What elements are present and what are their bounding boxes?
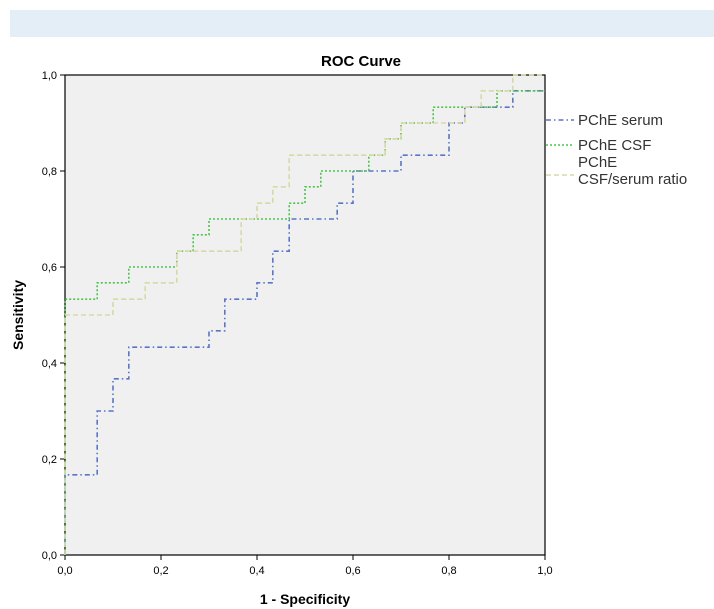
series-line-3 [64,74,545,555]
x-tick-label: 1,0 [537,565,552,577]
y-tick-label: 0,6 [42,262,57,274]
series-line-1 [64,90,545,555]
x-tick-label: 0,8 [441,565,456,577]
series-group [64,74,545,555]
legend-label: PChE serum [578,112,663,129]
legend-label: CSF/serum ratio [578,171,687,188]
y-axis: 0,0 0,2 0,4 0,6 0,8 1,0 [42,70,65,562]
x-tick-label: 0,2 [153,565,168,577]
plot-area [64,74,546,556]
header-band [10,10,714,37]
x-axis-label: 1 - Specificity [260,591,350,607]
y-tick-label: 1,0 [42,70,57,82]
y-tick-label: 0,4 [42,358,57,370]
y-axis-label: Sensitivity [10,280,26,350]
y-tick-label: 0,0 [42,550,57,562]
x-axis: 0,0 0,2 0,4 0,6 0,8 1,0 [57,555,553,577]
x-tick-label: 0,6 [345,565,360,577]
legend-label: PChE CSF [578,137,651,154]
y-tick-label: 0,8 [42,166,57,178]
x-tick-label: 0,0 [57,565,72,577]
y-tick-label: 0,2 [42,454,57,466]
x-tick-label: 0,4 [249,565,264,577]
legend-label: PChE [578,154,617,171]
chart-title: ROC Curve [321,53,401,70]
